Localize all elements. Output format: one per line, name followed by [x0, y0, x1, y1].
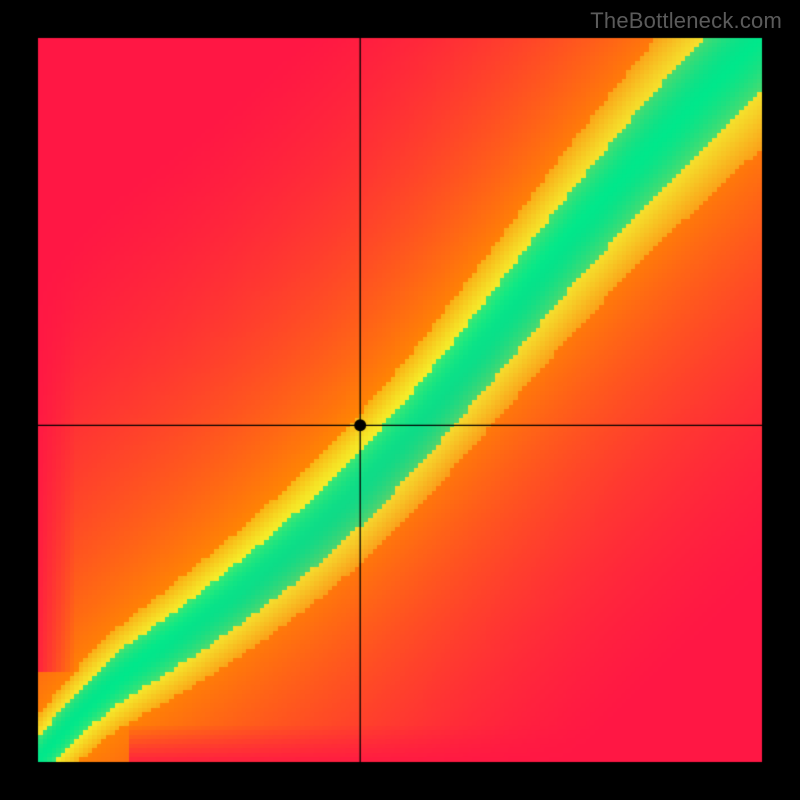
chart-container: TheBottleneck.com: [0, 0, 800, 800]
watermark-text: TheBottleneck.com: [590, 8, 782, 34]
bottleneck-heatmap-canvas: [0, 0, 800, 800]
